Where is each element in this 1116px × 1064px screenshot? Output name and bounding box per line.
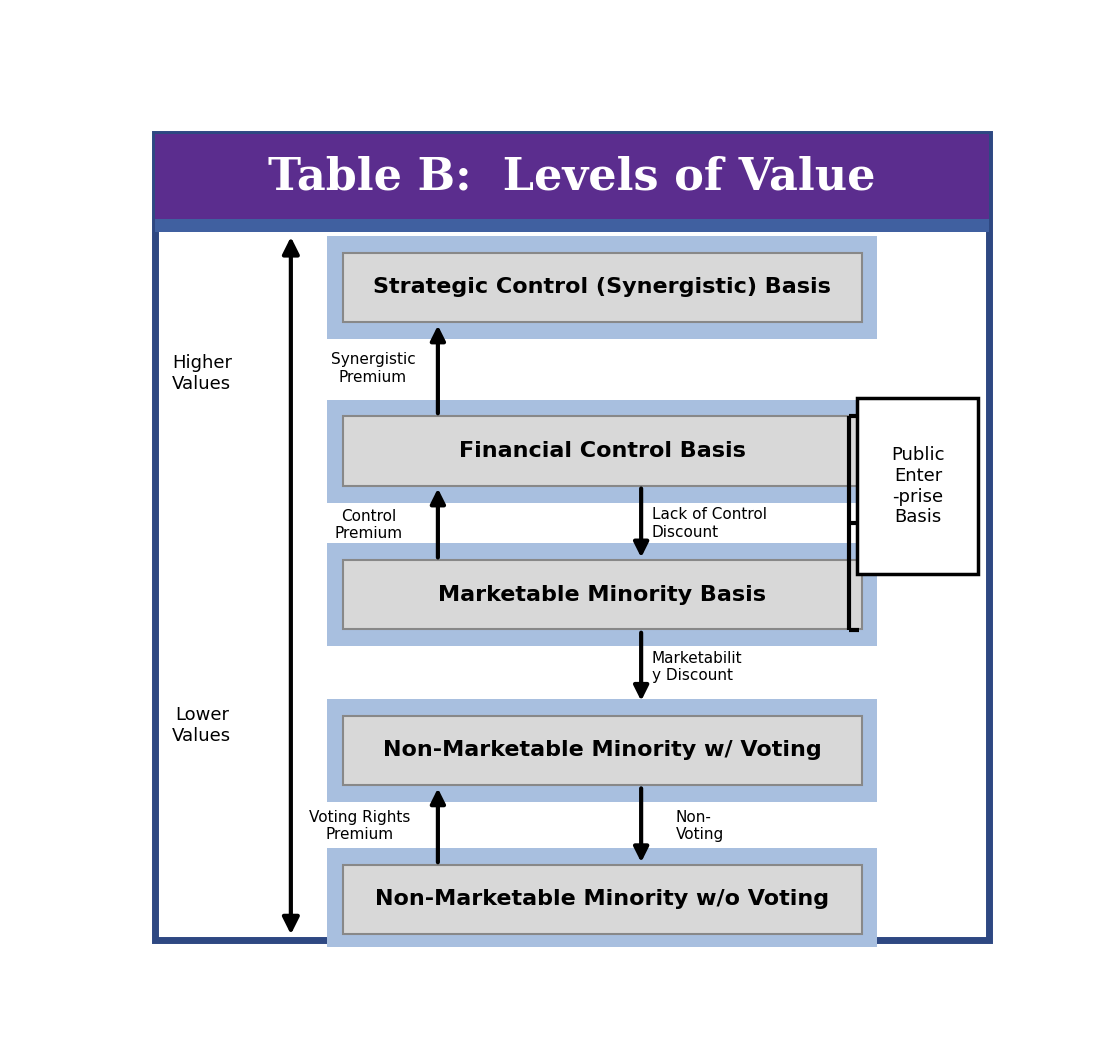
FancyBboxPatch shape <box>155 134 989 219</box>
FancyBboxPatch shape <box>857 398 979 575</box>
FancyBboxPatch shape <box>327 400 877 502</box>
Text: Table B:  Levels of Value: Table B: Levels of Value <box>268 155 876 198</box>
FancyBboxPatch shape <box>327 544 877 646</box>
Text: Non-
Voting: Non- Voting <box>675 810 724 842</box>
Text: Control
Premium: Control Premium <box>335 509 403 542</box>
Text: Financial Control Basis: Financial Control Basis <box>459 442 745 462</box>
Text: Public
Enter
-prise
Basis: Public Enter -prise Basis <box>892 446 944 527</box>
Text: Marketabilit
y Discount: Marketabilit y Discount <box>652 650 742 683</box>
FancyBboxPatch shape <box>343 560 862 630</box>
Text: Synergistic
Premium: Synergistic Premium <box>330 352 415 385</box>
Text: Voting Rights
Premium: Voting Rights Premium <box>309 810 411 842</box>
FancyBboxPatch shape <box>343 416 862 486</box>
Text: Lack of Control
Discount: Lack of Control Discount <box>652 508 767 539</box>
Text: Marketable Minority Basis: Marketable Minority Basis <box>439 585 767 604</box>
FancyBboxPatch shape <box>343 715 862 785</box>
FancyBboxPatch shape <box>343 865 862 934</box>
FancyBboxPatch shape <box>155 134 989 941</box>
FancyBboxPatch shape <box>343 252 862 322</box>
Text: Non-Marketable Minority w/o Voting: Non-Marketable Minority w/o Voting <box>375 890 829 910</box>
Text: Strategic Control (Synergistic) Basis: Strategic Control (Synergistic) Basis <box>373 278 831 298</box>
FancyBboxPatch shape <box>327 236 877 338</box>
Text: Non-Marketable Minority w/ Voting: Non-Marketable Minority w/ Voting <box>383 741 821 761</box>
FancyBboxPatch shape <box>155 219 989 232</box>
Text: Higher
Values: Higher Values <box>172 354 232 393</box>
FancyBboxPatch shape <box>327 848 877 950</box>
FancyBboxPatch shape <box>327 699 877 801</box>
Text: Lower
Values: Lower Values <box>172 706 231 745</box>
